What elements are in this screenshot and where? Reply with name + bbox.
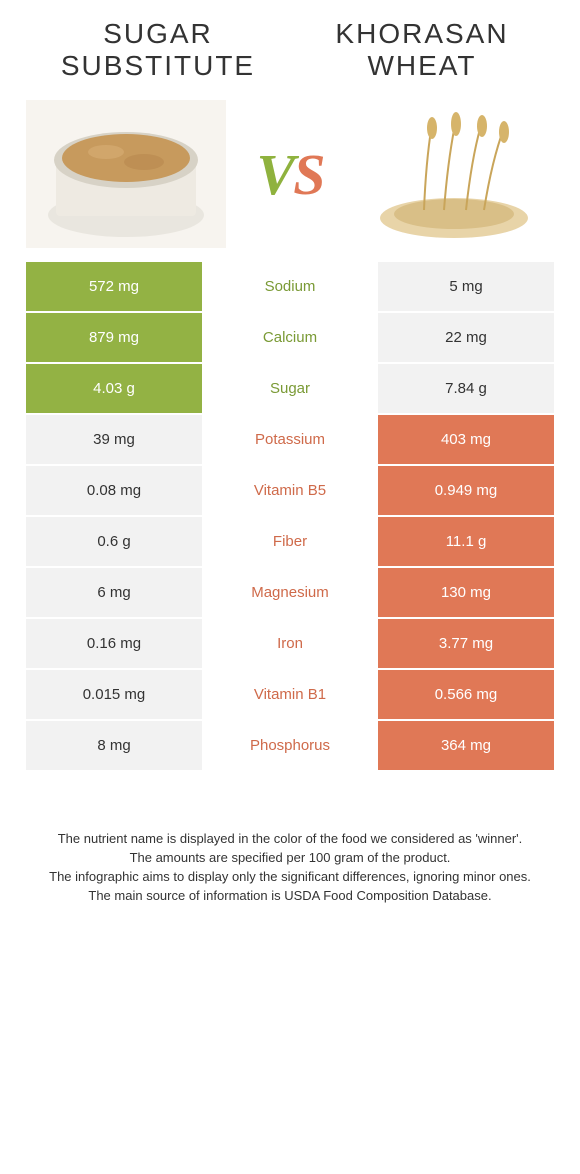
right-value-cell: 7.84 g (378, 364, 554, 413)
nutrient-row: 39 mgPotassium403 mg (26, 415, 554, 464)
right-title-line2: WHEAT (367, 50, 476, 81)
right-value-cell: 3.77 mg (378, 619, 554, 668)
nutrient-name-cell: Sodium (202, 262, 378, 311)
vs-label: VS (257, 141, 324, 208)
nutrient-name-cell: Vitamin B1 (202, 670, 378, 719)
right-value-cell: 0.566 mg (378, 670, 554, 719)
left-value-cell: 572 mg (26, 262, 202, 311)
left-food-image (26, 100, 226, 248)
footer-notes: The nutrient name is displayed in the co… (26, 830, 554, 905)
left-value-cell: 0.16 mg (26, 619, 202, 668)
nutrient-name-cell: Magnesium (202, 568, 378, 617)
nutrient-row: 0.015 mgVitamin B10.566 mg (26, 670, 554, 719)
right-value-cell: 22 mg (378, 313, 554, 362)
right-value-cell: 130 mg (378, 568, 554, 617)
left-value-cell: 0.015 mg (26, 670, 202, 719)
left-food-title: SUGAR SUBSTITUTE (26, 18, 290, 82)
nutrient-table: 572 mgSodium5 mg879 mgCalcium22 mg4.03 g… (26, 262, 554, 770)
footer-line2: The amounts are specified per 100 gram o… (32, 849, 548, 868)
nutrient-row: 8 mgPhosphorus364 mg (26, 721, 554, 770)
nutrient-row: 4.03 gSugar7.84 g (26, 364, 554, 413)
nutrient-row: 6 mgMagnesium130 mg (26, 568, 554, 617)
left-value-cell: 0.08 mg (26, 466, 202, 515)
comparison-header: SUGAR SUBSTITUTE KHORASAN WHEAT (26, 18, 554, 82)
nutrient-row: 0.6 gFiber11.1 g (26, 517, 554, 566)
nutrient-name-cell: Potassium (202, 415, 378, 464)
footer-line1: The nutrient name is displayed in the co… (32, 830, 548, 849)
footer-line3: The infographic aims to display only the… (32, 868, 548, 887)
nutrient-row: 572 mgSodium5 mg (26, 262, 554, 311)
nutrient-row: 879 mgCalcium22 mg (26, 313, 554, 362)
left-value-cell: 8 mg (26, 721, 202, 770)
right-value-cell: 5 mg (378, 262, 554, 311)
right-value-cell: 403 mg (378, 415, 554, 464)
nutrient-name-cell: Phosphorus (202, 721, 378, 770)
comparison-images: VS (26, 100, 554, 248)
left-value-cell: 879 mg (26, 313, 202, 362)
right-title-line1: KHORASAN (335, 18, 508, 49)
vs-s: S (293, 142, 323, 207)
right-food-image (354, 100, 554, 248)
right-food-title: KHORASAN WHEAT (290, 18, 554, 82)
nutrient-name-cell: Vitamin B5 (202, 466, 378, 515)
nutrient-row: 0.16 mgIron3.77 mg (26, 619, 554, 668)
left-value-cell: 4.03 g (26, 364, 202, 413)
footer-line4: The main source of information is USDA F… (32, 887, 548, 906)
left-title-line1: SUGAR (103, 18, 213, 49)
nutrient-name-cell: Fiber (202, 517, 378, 566)
left-value-cell: 39 mg (26, 415, 202, 464)
left-value-cell: 0.6 g (26, 517, 202, 566)
left-title-line2: SUBSTITUTE (61, 50, 255, 81)
nutrient-name-cell: Sugar (202, 364, 378, 413)
right-value-cell: 11.1 g (378, 517, 554, 566)
right-value-cell: 0.949 mg (378, 466, 554, 515)
vs-v: V (257, 142, 294, 207)
nutrient-name-cell: Calcium (202, 313, 378, 362)
nutrient-name-cell: Iron (202, 619, 378, 668)
nutrient-row: 0.08 mgVitamin B50.949 mg (26, 466, 554, 515)
left-value-cell: 6 mg (26, 568, 202, 617)
right-value-cell: 364 mg (378, 721, 554, 770)
